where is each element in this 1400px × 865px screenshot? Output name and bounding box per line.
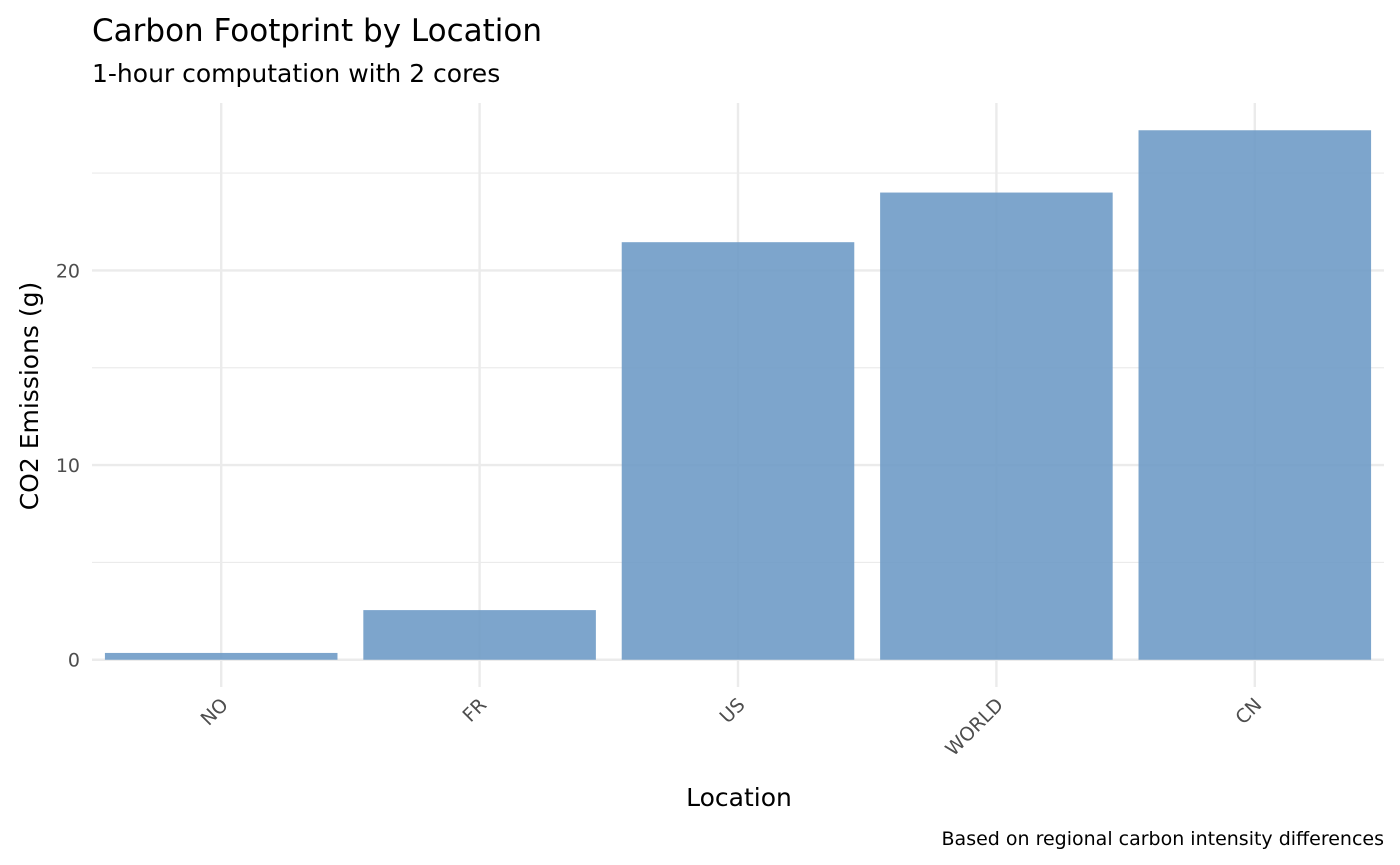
y-axis-title: CO2 Emissions (g): [15, 282, 44, 511]
x-axis-ticks: NO FR US WORLD CN: [197, 694, 1267, 761]
y-tick-label: 0: [68, 650, 80, 672]
x-axis-title: Location: [686, 783, 792, 812]
y-axis-ticks: 0 10 20: [56, 260, 80, 671]
chart-subtitle: 1-hour computation with 2 cores: [92, 59, 500, 88]
bar-us: [621, 242, 855, 660]
x-tick-label: NO: [197, 694, 233, 730]
x-tick-label: FR: [459, 694, 492, 727]
x-tick-label: CN: [1231, 694, 1266, 729]
chart-title: Carbon Footprint by Location: [92, 13, 542, 49]
y-tick-label: 20: [56, 260, 80, 282]
chart-caption: Based on regional carbon intensity diffe…: [942, 828, 1384, 850]
x-tick-label: WORLD: [941, 694, 1008, 761]
y-tick-label: 10: [56, 455, 80, 477]
bar-world: [880, 192, 1113, 660]
bar-fr: [363, 610, 596, 660]
bar-no: [104, 652, 338, 660]
x-tick-label: US: [716, 694, 750, 728]
bar-cn: [1138, 130, 1372, 660]
bars: [104, 130, 1372, 660]
